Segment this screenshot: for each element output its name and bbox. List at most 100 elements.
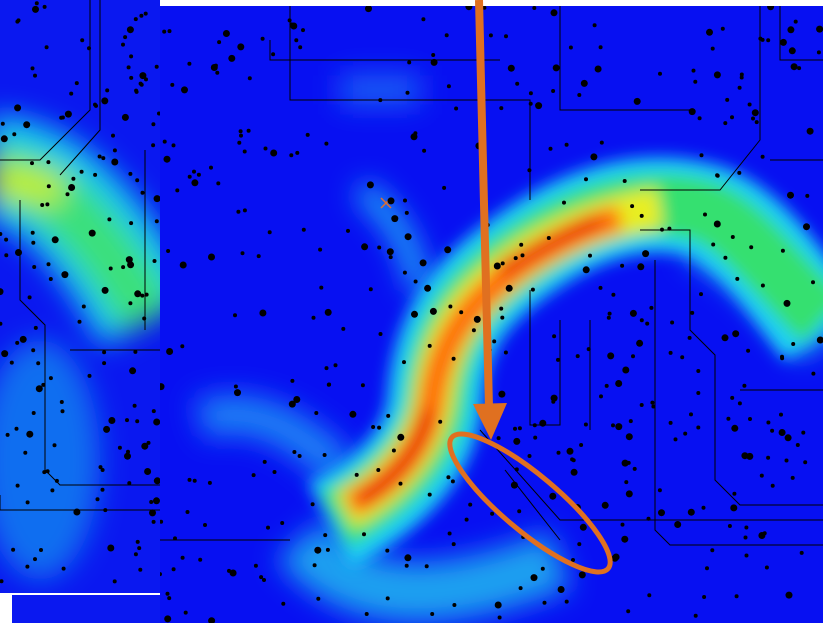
annotation [447, 0, 613, 575]
via-dot [499, 106, 504, 111]
via-dot [787, 191, 794, 199]
via-dot [721, 334, 729, 342]
via-dot [167, 29, 172, 34]
via-dot [548, 146, 553, 151]
via-dot [427, 492, 432, 497]
via-dot [514, 467, 519, 472]
via-dot [500, 261, 505, 266]
via-dot [117, 445, 122, 450]
via-dot [622, 179, 627, 183]
via-dot [289, 153, 294, 158]
via-dot [126, 65, 131, 70]
via-dot [791, 342, 796, 346]
via-dot [438, 419, 443, 424]
via-dot [566, 447, 574, 455]
via-dot [239, 133, 243, 138]
via-dot [233, 313, 237, 318]
via-dot [386, 248, 394, 256]
via-dot [50, 488, 55, 493]
via-dot [160, 572, 162, 577]
via-dot [599, 140, 604, 145]
via-dot [15, 483, 20, 488]
via-dot [702, 595, 707, 599]
via-dot [650, 400, 655, 405]
via-dot [207, 480, 212, 485]
via-dot [121, 113, 129, 121]
via-dot [137, 546, 142, 551]
via-dot [153, 497, 160, 505]
via-dot [482, 6, 487, 10]
via-dot [404, 233, 412, 241]
via-dot [36, 361, 41, 366]
via-dot [726, 416, 731, 421]
via-dot [280, 521, 285, 525]
via-dot [513, 256, 518, 261]
via-dot [562, 200, 566, 205]
via-dot [151, 143, 156, 148]
via-dot [42, 4, 47, 9]
via-dot [793, 19, 798, 24]
via-dot [816, 50, 821, 55]
via-dot [166, 348, 174, 355]
via-dot [556, 357, 560, 362]
via-dot [371, 425, 376, 429]
via-dot [411, 310, 418, 318]
via-dot [229, 569, 237, 577]
via-dot [64, 110, 72, 118]
via-dot [187, 477, 192, 482]
via-dot [97, 154, 102, 159]
via-dot [730, 395, 735, 400]
via-dot [144, 468, 152, 475]
via-dot [404, 563, 409, 568]
via-dot [324, 141, 329, 146]
via-dot [571, 458, 576, 463]
via-dot [361, 243, 369, 251]
via-dot [126, 26, 134, 34]
left-panel [0, 0, 160, 593]
via-dot [12, 132, 17, 137]
via-dot [154, 64, 159, 69]
via-dot [754, 120, 759, 125]
via-dot [180, 344, 185, 349]
via-dot [579, 523, 587, 531]
via-dot [51, 236, 59, 244]
via-dot [639, 403, 644, 407]
via-dot [713, 71, 721, 79]
via-dot [564, 599, 569, 604]
via-dot [11, 547, 16, 552]
via-dot [513, 426, 517, 431]
via-dot [175, 188, 180, 193]
via-dot [674, 521, 682, 528]
via-dot [132, 403, 137, 408]
via-dot [385, 548, 390, 553]
via-dot [133, 349, 138, 354]
via-dot [27, 295, 32, 300]
via-dot [187, 61, 192, 66]
via-dot [404, 554, 412, 562]
via-dot [520, 253, 525, 258]
via-dot [129, 367, 137, 375]
via-dot [803, 223, 810, 231]
via-dot [128, 301, 133, 306]
via-dot [251, 473, 256, 478]
via-dot [646, 516, 651, 521]
via-dot [779, 38, 787, 46]
via-dot [141, 442, 149, 450]
via-dot [54, 478, 59, 483]
via-dot [657, 488, 662, 493]
via-dot [294, 38, 299, 43]
via-dot [171, 567, 176, 572]
via-dot [735, 276, 740, 281]
via-dot [4, 253, 9, 258]
via-dot [398, 481, 403, 486]
via-dot [162, 29, 167, 34]
via-dot [809, 128, 814, 133]
via-dot [157, 111, 160, 116]
via-dot [140, 190, 145, 195]
via-dot [0, 232, 3, 236]
via-dot [442, 185, 447, 190]
via-dot [271, 52, 276, 57]
via-dot [720, 26, 725, 31]
via-dot [123, 35, 128, 40]
